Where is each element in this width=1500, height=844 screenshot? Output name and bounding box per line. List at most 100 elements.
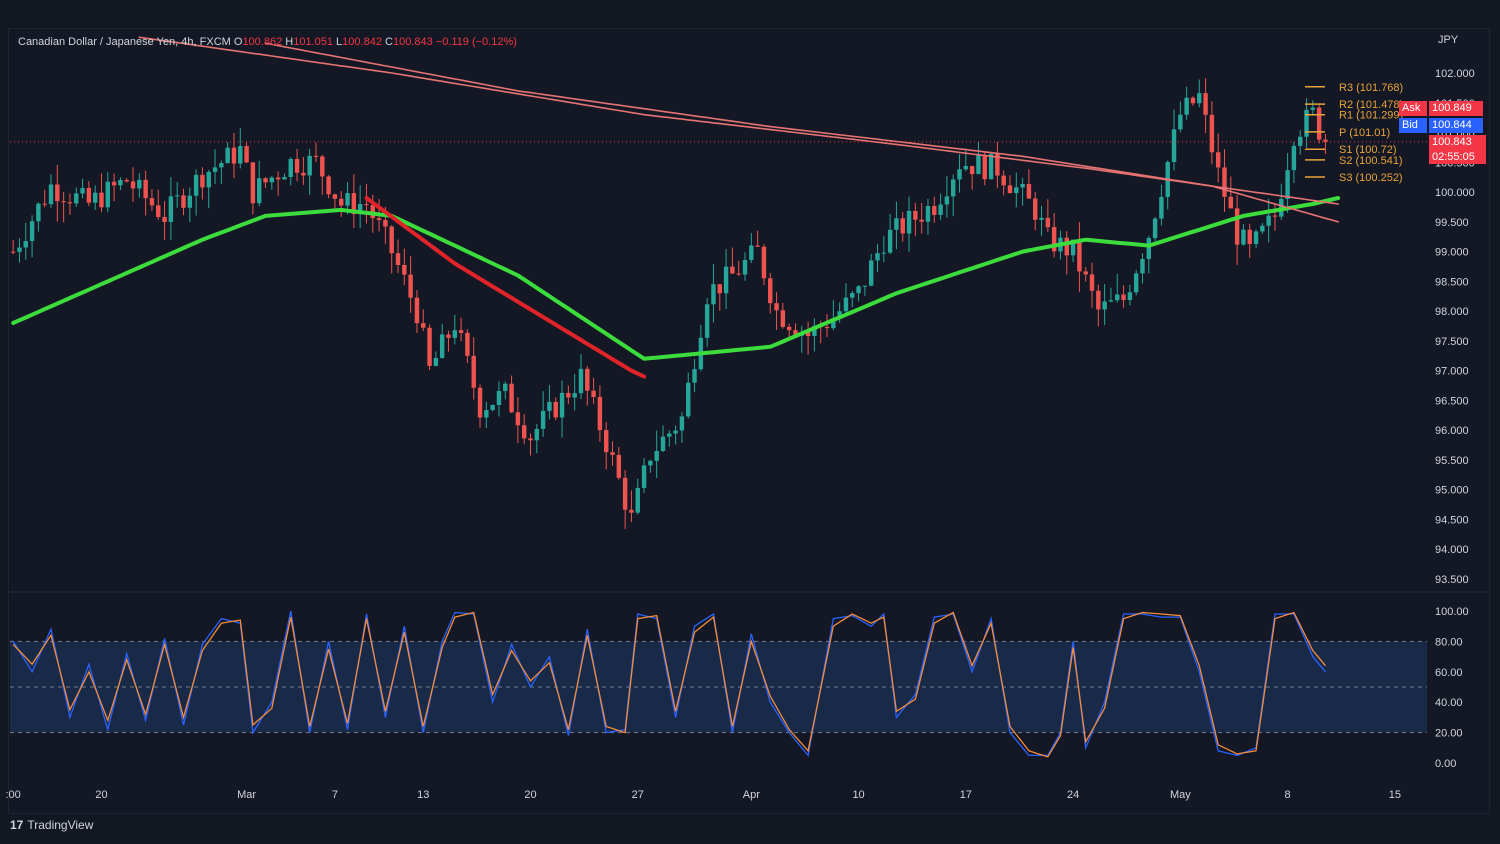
candle-body bbox=[1266, 215, 1271, 226]
candle-body bbox=[509, 383, 514, 413]
candle-body bbox=[1247, 229, 1252, 244]
candle-body bbox=[1133, 273, 1139, 293]
pivot-label: S2 (100.541) bbox=[1339, 155, 1403, 167]
candle-body bbox=[10, 251, 16, 253]
candle-body bbox=[74, 193, 79, 204]
low-value: 100.842 bbox=[342, 36, 382, 48]
pivot-label: R2 (101.478) bbox=[1339, 99, 1403, 111]
time-axis-tick: Mar bbox=[237, 789, 256, 801]
candle-body bbox=[465, 332, 470, 356]
time-axis-tick: :00 bbox=[6, 789, 21, 801]
close-value: 100.843 bbox=[392, 36, 433, 48]
candle-body bbox=[812, 325, 817, 336]
candle-body bbox=[206, 171, 211, 188]
candle-body bbox=[629, 509, 634, 513]
time-axis-tick: Apr bbox=[743, 789, 760, 801]
candle-body bbox=[1152, 218, 1158, 239]
candle-body bbox=[1115, 294, 1120, 301]
candle-body bbox=[597, 396, 603, 431]
candle-body bbox=[894, 218, 899, 230]
low-label: L bbox=[336, 36, 343, 48]
candle-body bbox=[1310, 107, 1316, 110]
price-axis-tick: 95.500 bbox=[1435, 455, 1469, 467]
candle-body bbox=[1077, 239, 1082, 272]
time-axis-tick: 13 bbox=[417, 789, 429, 801]
candle-body bbox=[850, 293, 855, 298]
candle-body bbox=[345, 193, 350, 206]
candle-body bbox=[515, 412, 521, 426]
candle-body bbox=[143, 179, 148, 199]
candle-body bbox=[679, 416, 685, 431]
candle-body bbox=[313, 155, 319, 157]
moving-average-line bbox=[364, 196, 647, 379]
tradingview-brand[interactable]: 17 TradingView bbox=[10, 818, 93, 832]
candle-body bbox=[496, 390, 502, 405]
currency-label: JPY bbox=[1438, 34, 1459, 46]
stochastic-axis-tick: 100.00 bbox=[1435, 606, 1469, 618]
candle-body bbox=[786, 326, 792, 331]
symbol-title: Canadian Dollar / Japanese Yen, 4h, FXCM bbox=[18, 36, 231, 48]
candle-body bbox=[938, 204, 943, 215]
candle-body bbox=[156, 205, 161, 217]
time-axis-tick: 7 bbox=[332, 789, 338, 801]
ask-label: Ask bbox=[1399, 101, 1427, 116]
candle-body bbox=[540, 410, 546, 429]
candle-body bbox=[1222, 167, 1227, 197]
candle-body bbox=[1121, 294, 1126, 301]
time-axis-tick: 20 bbox=[95, 789, 107, 801]
price-axis-tick: 100.000 bbox=[1435, 187, 1475, 199]
candle-body bbox=[1241, 229, 1246, 245]
candle-body bbox=[357, 203, 363, 215]
candle-body bbox=[238, 146, 243, 164]
price-axis-tick: 93.500 bbox=[1435, 574, 1469, 586]
bar-countdown: 02:55:05 bbox=[1429, 150, 1486, 164]
candle-body bbox=[667, 433, 672, 437]
candle-body bbox=[995, 153, 1000, 176]
time-axis-tick: 24 bbox=[1067, 789, 1079, 801]
candle-body bbox=[585, 368, 590, 391]
candle-body bbox=[200, 174, 205, 188]
moving-average-line bbox=[264, 42, 1339, 223]
candle-body bbox=[1108, 300, 1114, 302]
pivot-label: S1 (100.72) bbox=[1339, 144, 1396, 156]
candle-body bbox=[376, 218, 382, 221]
candle-body bbox=[1178, 114, 1183, 130]
candle-body bbox=[951, 179, 956, 197]
open-label: O bbox=[233, 36, 243, 48]
candle-body bbox=[99, 192, 104, 208]
candle-body bbox=[111, 181, 117, 186]
candle-body bbox=[294, 158, 300, 173]
candle-body bbox=[1096, 290, 1101, 310]
candle-body bbox=[105, 181, 110, 208]
candle-body bbox=[1184, 97, 1189, 115]
candle-body bbox=[875, 253, 880, 261]
candle-body bbox=[301, 172, 306, 176]
candle-body bbox=[1323, 139, 1328, 142]
candle-body bbox=[1304, 109, 1309, 137]
candle-body bbox=[288, 158, 293, 177]
candle-body bbox=[61, 201, 66, 203]
candle-body bbox=[1285, 170, 1290, 199]
candle-body bbox=[67, 202, 73, 204]
candle-body bbox=[616, 454, 622, 478]
time-axis-tick: 17 bbox=[960, 789, 972, 801]
candle-body bbox=[856, 286, 861, 294]
candle-body bbox=[257, 178, 262, 204]
candle-body bbox=[1197, 93, 1202, 104]
candle-body bbox=[957, 169, 962, 180]
candle-body bbox=[168, 196, 174, 223]
candle-body bbox=[1234, 208, 1240, 245]
symbol-legend: Canadian Dollar / Japanese Yen, 4h, FXCM… bbox=[18, 36, 517, 48]
time-axis-tick: 8 bbox=[1285, 789, 1291, 801]
candle-body bbox=[919, 219, 924, 222]
candle-body bbox=[768, 278, 773, 304]
candle-body bbox=[1064, 237, 1069, 256]
candle-body bbox=[162, 216, 167, 223]
bid-value: 100.844 bbox=[1429, 118, 1483, 133]
candle-body bbox=[137, 179, 142, 189]
candle-body bbox=[824, 326, 830, 329]
candle-body bbox=[263, 178, 268, 183]
candle-body bbox=[187, 195, 193, 208]
